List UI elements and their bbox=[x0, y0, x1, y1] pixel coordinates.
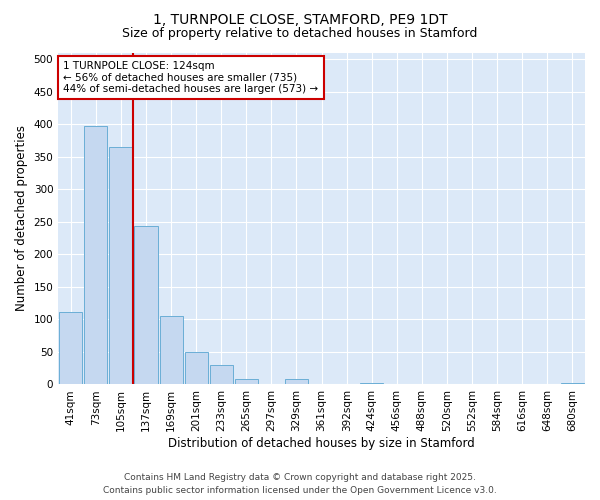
Text: Contains HM Land Registry data © Crown copyright and database right 2025.
Contai: Contains HM Land Registry data © Crown c… bbox=[103, 474, 497, 495]
Bar bbox=[134, 226, 158, 384]
Bar bbox=[235, 380, 258, 384]
Text: 1 TURNPOLE CLOSE: 124sqm
← 56% of detached houses are smaller (735)
44% of semi-: 1 TURNPOLE CLOSE: 124sqm ← 56% of detach… bbox=[64, 61, 319, 94]
Bar bbox=[59, 312, 82, 384]
X-axis label: Distribution of detached houses by size in Stamford: Distribution of detached houses by size … bbox=[168, 437, 475, 450]
Bar bbox=[209, 365, 233, 384]
Bar bbox=[285, 380, 308, 384]
Bar bbox=[109, 147, 133, 384]
Bar bbox=[185, 352, 208, 384]
Y-axis label: Number of detached properties: Number of detached properties bbox=[15, 126, 28, 312]
Text: Size of property relative to detached houses in Stamford: Size of property relative to detached ho… bbox=[122, 28, 478, 40]
Bar bbox=[561, 382, 584, 384]
Bar bbox=[84, 126, 107, 384]
Text: 1, TURNPOLE CLOSE, STAMFORD, PE9 1DT: 1, TURNPOLE CLOSE, STAMFORD, PE9 1DT bbox=[152, 12, 448, 26]
Bar bbox=[360, 382, 383, 384]
Bar bbox=[160, 316, 182, 384]
